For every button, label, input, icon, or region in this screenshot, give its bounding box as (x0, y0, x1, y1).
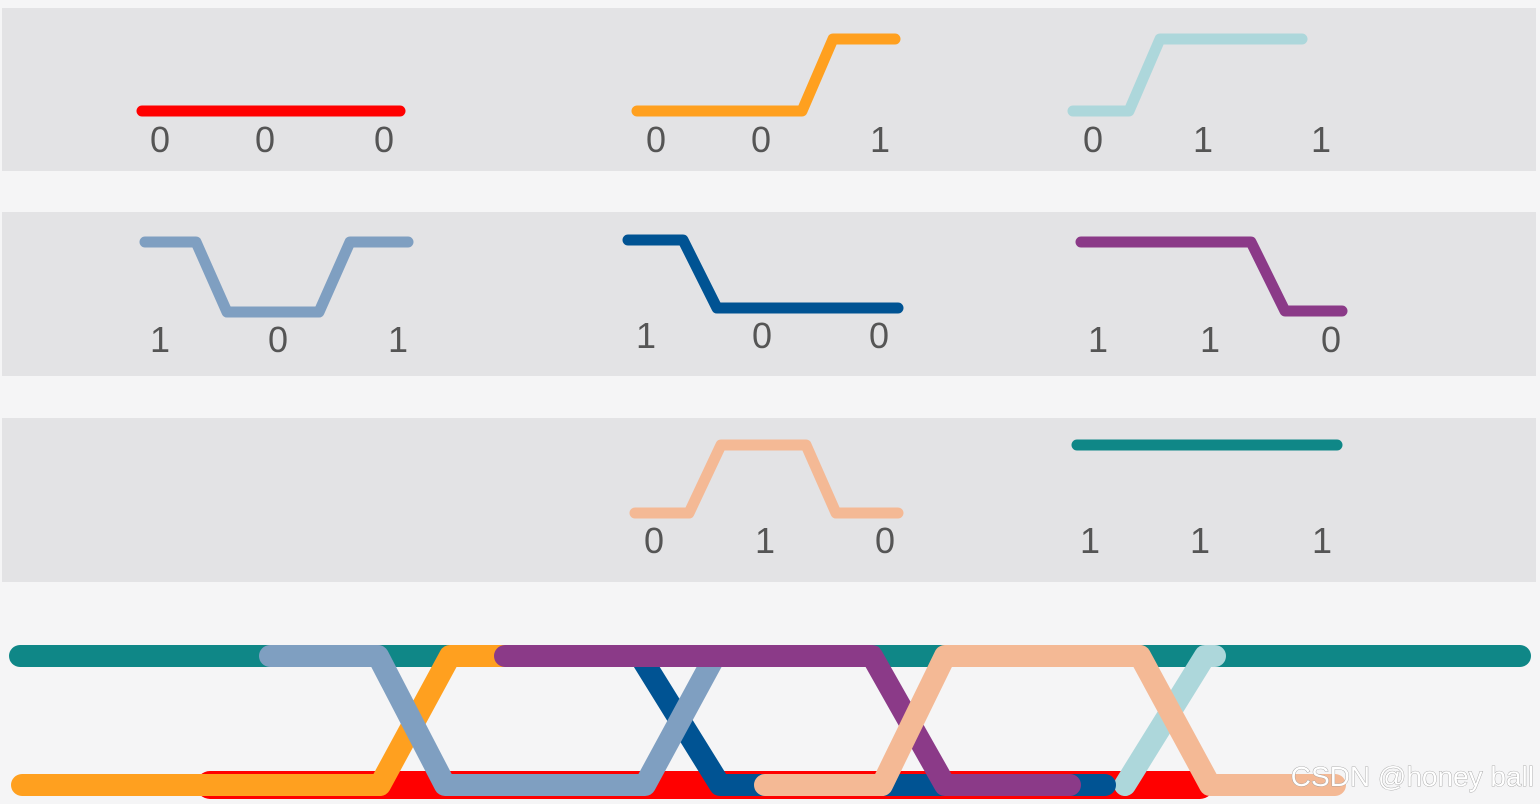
waveform-110 (1075, 236, 1348, 317)
watermark: CSDN @honey ball (1291, 761, 1534, 792)
bit-label-110-2: 0 (1321, 319, 1341, 360)
bit-label-101-2: 1 (388, 319, 408, 360)
waveform-011 (1067, 33, 1308, 117)
bit-label-111-1: 1 (1190, 520, 1210, 561)
bit-label-010-2: 0 (875, 520, 895, 561)
waveform-101 (139, 236, 414, 318)
bit-label-011-0: 0 (1083, 119, 1103, 160)
bit-label-100-0: 1 (636, 315, 656, 356)
waveform-patterns (136, 33, 1348, 519)
bit-label-101-0: 1 (150, 319, 170, 360)
waveform-010 (629, 439, 904, 519)
bit-label-010-1: 1 (755, 520, 775, 561)
bit-label-000-1: 0 (255, 119, 275, 160)
eye-trace-011 (1114, 645, 1226, 796)
eye-trace-110 (494, 645, 1081, 796)
bit-label-111-0: 1 (1080, 520, 1100, 561)
bit-labels: 0 0 0 0 0 1 0 1 1 1 0 1 1 0 0 1 1 0 0 1 0 1 1 1 (150, 119, 1341, 561)
bit-label-111-2: 1 (1312, 520, 1332, 561)
bit-label-011-1: 1 (1193, 119, 1213, 160)
waveform-001 (631, 33, 901, 117)
bit-label-001-0: 0 (646, 119, 666, 160)
bit-label-001-2: 1 (870, 119, 890, 160)
overlaid-eye-diagram (9, 645, 1531, 799)
bit-label-101-1: 0 (268, 319, 288, 360)
eye-trace-010 (754, 645, 1346, 796)
bit-label-011-2: 1 (1311, 119, 1331, 160)
bit-label-001-1: 0 (751, 119, 771, 160)
bit-label-110-0: 1 (1088, 319, 1108, 360)
waveform-100 (622, 234, 904, 314)
bit-label-010-0: 0 (644, 520, 664, 561)
bit-label-000-2: 0 (374, 119, 394, 160)
bit-label-110-1: 1 (1200, 319, 1220, 360)
eye-trace-101 (259, 645, 746, 796)
bit-label-000-0: 0 (150, 119, 170, 160)
bit-label-100-1: 0 (752, 315, 772, 356)
bit-label-100-2: 0 (869, 315, 889, 356)
